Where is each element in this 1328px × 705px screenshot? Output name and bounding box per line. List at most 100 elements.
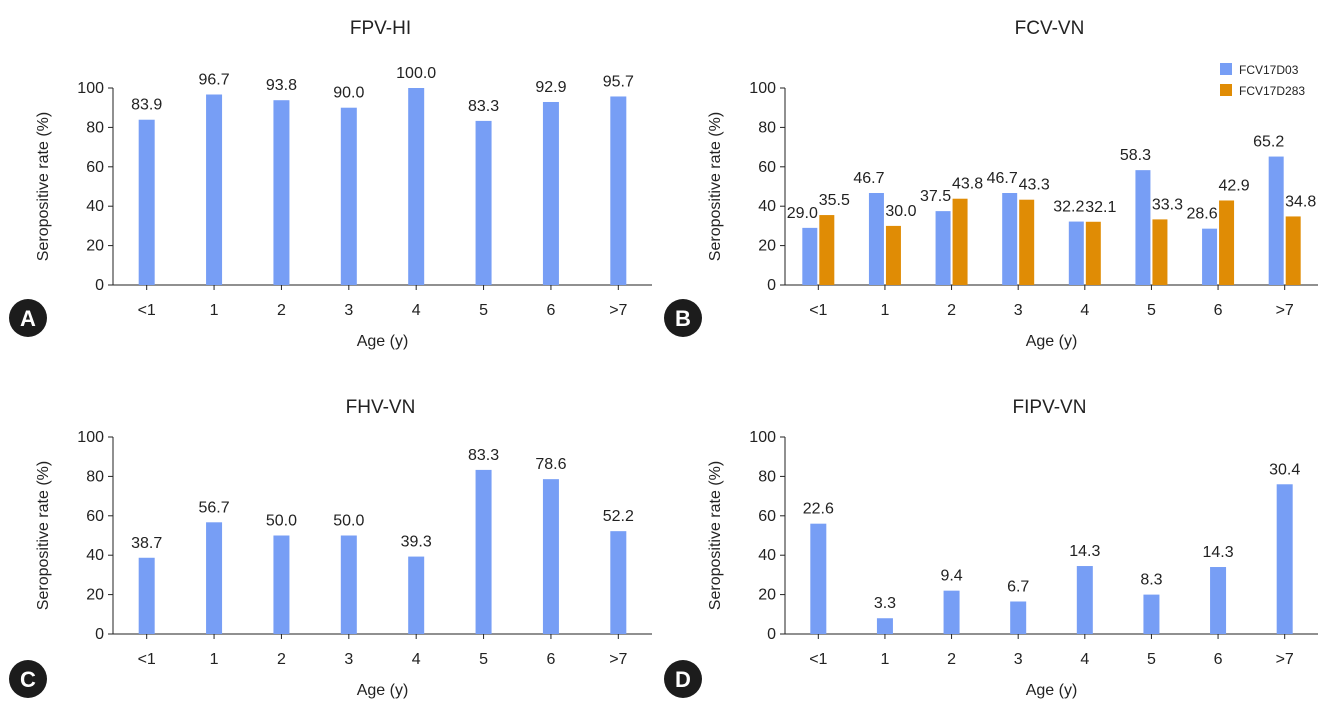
- x-axis-title: Age (y): [1026, 682, 1078, 699]
- badge-circle: [9, 660, 47, 698]
- bar: [340, 535, 357, 634]
- badge-circle: [664, 660, 702, 698]
- y-tick-label: 100: [77, 429, 104, 446]
- data-label: 38.7: [131, 535, 162, 552]
- x-tick-label: 2: [277, 302, 286, 319]
- data-label: 93.8: [266, 77, 297, 94]
- x-tick-label: 5: [479, 302, 488, 319]
- badge-circle: [664, 299, 702, 337]
- bar: [1152, 219, 1168, 285]
- x-tick-label: 2: [947, 302, 956, 319]
- data-label: 33.3: [1152, 196, 1183, 213]
- x-tick-label: 2: [277, 651, 286, 668]
- data-label: 95.7: [603, 73, 634, 90]
- data-label: 6.7: [1007, 578, 1029, 595]
- data-label: 92.9: [535, 79, 566, 96]
- x-tick-label: 3: [1014, 651, 1023, 668]
- bar: [138, 119, 155, 285]
- y-tick-label: 0: [767, 626, 776, 643]
- y-tick-label: 60: [758, 508, 776, 525]
- y-tick-label: 0: [95, 626, 104, 643]
- bar: [408, 556, 425, 634]
- y-tick-label: 40: [758, 198, 776, 215]
- x-axis-title: Age (y): [1026, 333, 1078, 350]
- x-tick-label: 4: [1080, 302, 1089, 319]
- bar: [610, 531, 627, 634]
- x-tick-label: 6: [546, 651, 555, 668]
- x-tick-label: 4: [1080, 651, 1089, 668]
- y-tick-label: 60: [758, 159, 776, 176]
- chart-title: FPV-HI: [350, 18, 411, 39]
- x-tick-label: 3: [1014, 302, 1023, 319]
- bar: [935, 211, 951, 285]
- data-label: 52.2: [603, 508, 634, 525]
- data-label: 50.0: [333, 513, 364, 530]
- data-label: 14.3: [1069, 543, 1100, 560]
- chart-panel-b: FCV-VN 0 20 40 60 80 100 Seropositive rate (%) <…: [664, 18, 1318, 350]
- bar: [408, 88, 425, 285]
- data-label: 8.3: [1140, 572, 1162, 589]
- data-label: 46.7: [987, 170, 1018, 187]
- x-tick-label: <1: [138, 302, 156, 319]
- data-label: 65.2: [1253, 134, 1284, 151]
- bar: [206, 94, 223, 285]
- bar: [206, 522, 223, 634]
- data-label: 34.8: [1285, 193, 1316, 210]
- bar: [1202, 228, 1218, 285]
- bar: [868, 193, 884, 285]
- bar: [1276, 484, 1293, 634]
- data-label: 14.3: [1202, 544, 1233, 561]
- bar: [943, 590, 960, 634]
- bar: [340, 107, 357, 285]
- y-axis-title: Seropositive rate (%): [707, 461, 724, 610]
- bar: [1285, 216, 1301, 285]
- x-axis-title: Age (y): [357, 682, 409, 699]
- x-tick-label: 1: [880, 651, 889, 668]
- bar: [542, 101, 559, 285]
- y-axis-title: Seropositive rate (%): [35, 112, 52, 261]
- x-tick-label: 2: [947, 651, 956, 668]
- bar: [952, 198, 968, 285]
- bar: [876, 618, 893, 634]
- data-label: 50.0: [266, 513, 297, 530]
- x-tick-label: 5: [1147, 651, 1156, 668]
- data-label: 35.5: [819, 192, 850, 209]
- y-tick-label: 80: [86, 468, 104, 485]
- legend-label: FCV17D283: [1239, 84, 1305, 98]
- bar: [273, 535, 290, 634]
- x-tick-label: 6: [546, 302, 555, 319]
- data-label: 58.3: [1120, 147, 1151, 164]
- data-label: 43.3: [1019, 177, 1050, 194]
- x-tick-label: 5: [1147, 302, 1156, 319]
- legend-swatch: [1220, 63, 1232, 75]
- x-tick-label: 3: [344, 651, 353, 668]
- bar: [138, 557, 155, 634]
- x-tick-label: 1: [880, 302, 889, 319]
- data-label: 32.1: [1085, 199, 1116, 216]
- x-tick-label: <1: [809, 651, 827, 668]
- data-label: 78.6: [535, 456, 566, 473]
- y-tick-label: 20: [86, 587, 104, 604]
- x-tick-label: >7: [609, 302, 627, 319]
- bar: [1135, 170, 1151, 285]
- y-tick-label: 60: [86, 159, 104, 176]
- bar: [1143, 594, 1160, 634]
- y-tick-label: 100: [749, 429, 776, 446]
- badge-circle: [9, 299, 47, 337]
- bar: [810, 523, 827, 634]
- bar: [1076, 566, 1093, 634]
- x-tick-label: 3: [344, 302, 353, 319]
- y-tick-label: 80: [758, 119, 776, 136]
- bar: [610, 96, 627, 285]
- data-label: 43.8: [952, 176, 983, 193]
- badge-letter: B: [675, 306, 691, 331]
- data-label: 9.4: [940, 568, 962, 585]
- y-tick-label: 60: [86, 508, 104, 525]
- chart-title: FCV-VN: [1015, 18, 1085, 39]
- data-label: 83.3: [468, 447, 499, 464]
- data-label: 37.5: [920, 188, 951, 205]
- y-tick-label: 20: [86, 238, 104, 255]
- y-tick-label: 80: [86, 119, 104, 136]
- y-tick-label: 40: [86, 547, 104, 564]
